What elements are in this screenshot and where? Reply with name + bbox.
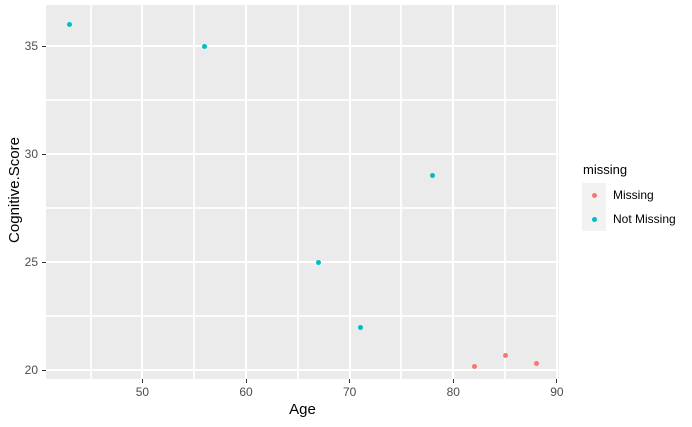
y-axis-title: Cognitive.Score	[6, 137, 23, 243]
data-point	[430, 173, 436, 179]
x-tick-label: 80	[446, 385, 460, 399]
x-tick-mark	[141, 379, 143, 383]
gridline-major-v	[452, 5, 455, 379]
data-point	[202, 43, 208, 49]
gridline-minor-h	[46, 99, 559, 102]
x-tick-mark	[245, 379, 247, 383]
gridline-minor-v	[89, 5, 92, 379]
missing-point-icon	[591, 192, 597, 198]
x-tick-label: 90	[550, 385, 564, 399]
gridline-major-h	[46, 45, 559, 48]
gridline-major-h	[46, 261, 559, 264]
legend-item-not-missing: Not Missing	[582, 207, 676, 231]
legend-title: missing	[583, 162, 628, 177]
gridline-minor-h	[46, 315, 559, 318]
gridline-major-v	[348, 5, 351, 379]
legend-label-not-missing: Not Missing	[613, 212, 676, 226]
data-point	[67, 21, 73, 27]
gridline-major-h	[46, 369, 559, 372]
y-tick-label: 30	[24, 147, 38, 162]
legend-label-missing: Missing	[613, 188, 654, 202]
x-tick-label: 60	[239, 385, 253, 399]
gridline-major-v	[555, 5, 558, 379]
legend-key-box	[582, 207, 606, 231]
data-point	[502, 352, 508, 358]
x-tick-mark	[349, 379, 351, 383]
y-tick-label: 35	[24, 39, 38, 54]
x-tick-label: 70	[342, 385, 357, 399]
x-tick-label: 50	[135, 385, 150, 399]
legend: missing Missing Not Missing	[582, 162, 676, 231]
plot-panel	[46, 5, 559, 379]
y-tick-label: 25	[24, 255, 38, 270]
gridline-major-h	[46, 153, 559, 156]
data-point	[533, 361, 539, 367]
data-point	[316, 259, 322, 265]
y-tick-mark	[42, 261, 46, 263]
gridline-minor-v	[193, 5, 196, 379]
legend-key-box	[582, 183, 606, 207]
data-point	[357, 324, 363, 330]
y-tick-mark	[42, 369, 46, 371]
y-tick-mark	[42, 45, 46, 47]
gridline-major-v	[141, 5, 144, 379]
gridline-minor-v	[296, 5, 299, 379]
gridline-minor-h	[46, 207, 559, 210]
x-axis-title: Age	[289, 401, 316, 418]
not-missing-point-icon	[591, 216, 597, 222]
data-point	[471, 363, 477, 369]
gridline-minor-v	[504, 5, 507, 379]
x-tick-mark	[452, 379, 454, 383]
gridline-minor-v	[400, 5, 403, 379]
gridline-major-v	[245, 5, 248, 379]
y-tick-label: 20	[24, 363, 38, 378]
legend-item-missing: Missing	[582, 183, 676, 207]
x-tick-mark	[556, 379, 558, 383]
y-tick-mark	[42, 153, 46, 155]
